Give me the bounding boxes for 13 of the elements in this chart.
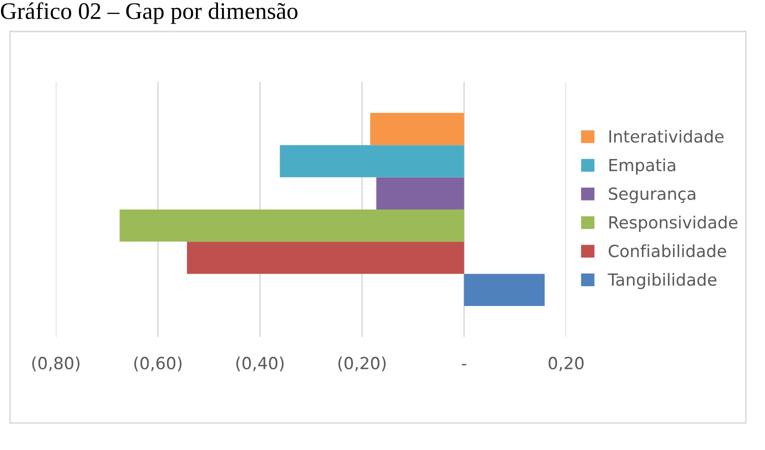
x-tick-label: (0,60) xyxy=(134,356,182,372)
legend-label: Interatividade xyxy=(609,130,724,143)
legend-label: Tangibilidade xyxy=(608,272,716,290)
x-tick-label: 0,20 xyxy=(548,356,584,372)
legend-label: Segurança xyxy=(608,187,696,204)
legend-label: Responsividade xyxy=(609,216,738,232)
x-tick-label: (0,80) xyxy=(32,356,80,372)
x-tick-label: (0,20) xyxy=(338,356,386,372)
chart-title: Gráfico 02 – Gap por dimensão xyxy=(0,2,298,24)
legend-label: Confiabilidade xyxy=(608,244,726,258)
x-tick-label: (0,40) xyxy=(236,356,284,372)
x-tick-label: - xyxy=(462,364,466,366)
legend-label: Empatia xyxy=(609,158,676,175)
